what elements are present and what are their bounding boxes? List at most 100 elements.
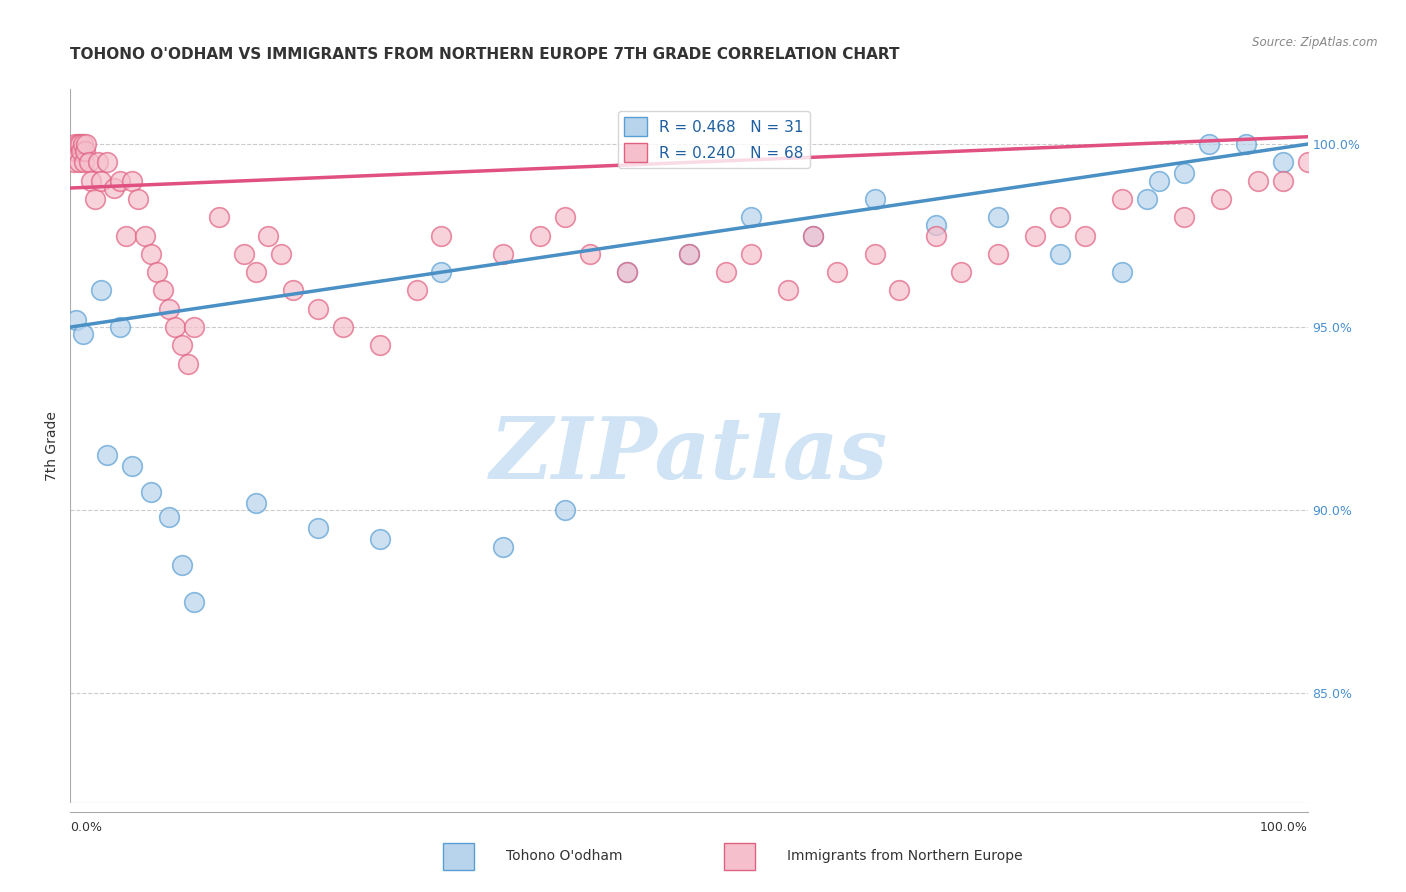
Point — [62, 145, 84, 159]
Point — [177, 357, 200, 371]
Point — [139, 247, 162, 261]
Point — [152, 284, 174, 298]
Point — [1111, 192, 1133, 206]
Point — [1296, 155, 1319, 169]
Point — [925, 218, 948, 232]
Point — [987, 211, 1010, 225]
Point — [165, 320, 187, 334]
Point — [950, 265, 973, 279]
Point — [96, 448, 118, 462]
Point — [863, 247, 886, 261]
Point — [208, 211, 231, 225]
Point — [579, 247, 602, 261]
Point — [1049, 247, 1071, 261]
Point — [1136, 192, 1159, 206]
Point — [80, 174, 103, 188]
Point — [63, 155, 86, 169]
Y-axis label: 7th Grade: 7th Grade — [45, 411, 59, 481]
Point — [368, 533, 391, 547]
Point — [65, 137, 87, 152]
Point — [1173, 211, 1195, 225]
Point — [678, 247, 700, 261]
Point — [1198, 137, 1220, 152]
Point — [827, 265, 849, 279]
Point — [270, 247, 292, 261]
Point — [1173, 166, 1195, 180]
Point — [554, 211, 576, 225]
Point — [75, 137, 97, 152]
Point — [925, 228, 948, 243]
Point — [121, 174, 143, 188]
Point — [77, 155, 100, 169]
Point — [139, 484, 162, 499]
Point — [332, 320, 354, 334]
Point — [75, 145, 97, 159]
Point — [529, 228, 551, 243]
Point — [127, 192, 149, 206]
Point — [740, 247, 762, 261]
Point — [65, 312, 87, 326]
Point — [1147, 174, 1170, 188]
Point — [170, 338, 193, 352]
Point — [801, 228, 824, 243]
Point — [73, 155, 96, 169]
Text: TOHONO O'ODHAM VS IMMIGRANTS FROM NORTHERN EUROPE 7TH GRADE CORRELATION CHART: TOHONO O'ODHAM VS IMMIGRANTS FROM NORTHE… — [70, 47, 900, 62]
Point — [245, 496, 267, 510]
Text: Tohono O'odham: Tohono O'odham — [506, 849, 623, 863]
Point — [245, 265, 267, 279]
Point — [368, 338, 391, 352]
Point — [96, 155, 118, 169]
Point — [70, 145, 93, 159]
Point — [678, 247, 700, 261]
Point — [183, 594, 205, 608]
Point — [307, 301, 329, 316]
Point — [72, 327, 94, 342]
Text: 0.0%: 0.0% — [70, 822, 103, 834]
Point — [66, 137, 89, 152]
Point — [1049, 211, 1071, 225]
Point — [740, 211, 762, 225]
Point — [103, 181, 125, 195]
Point — [257, 228, 280, 243]
Point — [232, 247, 254, 261]
Point — [616, 265, 638, 279]
Point — [1271, 155, 1294, 169]
Point — [86, 155, 108, 169]
Point — [492, 247, 515, 261]
Point — [1271, 174, 1294, 188]
Point — [121, 459, 143, 474]
Point — [281, 284, 304, 298]
Text: Immigrants from Northern Europe: Immigrants from Northern Europe — [787, 849, 1024, 863]
Text: ZIPatlas: ZIPatlas — [489, 413, 889, 497]
Point — [115, 228, 138, 243]
Point — [801, 228, 824, 243]
Point — [90, 284, 112, 298]
Point — [1111, 265, 1133, 279]
Point — [108, 174, 131, 188]
Point — [170, 558, 193, 572]
Point — [134, 228, 156, 243]
Point — [889, 284, 911, 298]
Point — [492, 540, 515, 554]
Point — [776, 284, 799, 298]
Point — [157, 510, 180, 524]
Point — [183, 320, 205, 334]
Point — [1234, 137, 1257, 152]
Point — [72, 137, 94, 152]
Point — [69, 137, 91, 152]
Point — [108, 320, 131, 334]
Point — [84, 192, 107, 206]
Point — [554, 503, 576, 517]
Point — [863, 192, 886, 206]
Point — [90, 174, 112, 188]
Point — [1247, 174, 1270, 188]
Point — [157, 301, 180, 316]
Point — [65, 145, 87, 159]
Legend: R = 0.468   N = 31, R = 0.240   N = 68: R = 0.468 N = 31, R = 0.240 N = 68 — [617, 112, 810, 169]
Text: 100.0%: 100.0% — [1260, 822, 1308, 834]
Point — [987, 247, 1010, 261]
Point — [430, 265, 453, 279]
Point — [430, 228, 453, 243]
Point — [146, 265, 169, 279]
Point — [616, 265, 638, 279]
